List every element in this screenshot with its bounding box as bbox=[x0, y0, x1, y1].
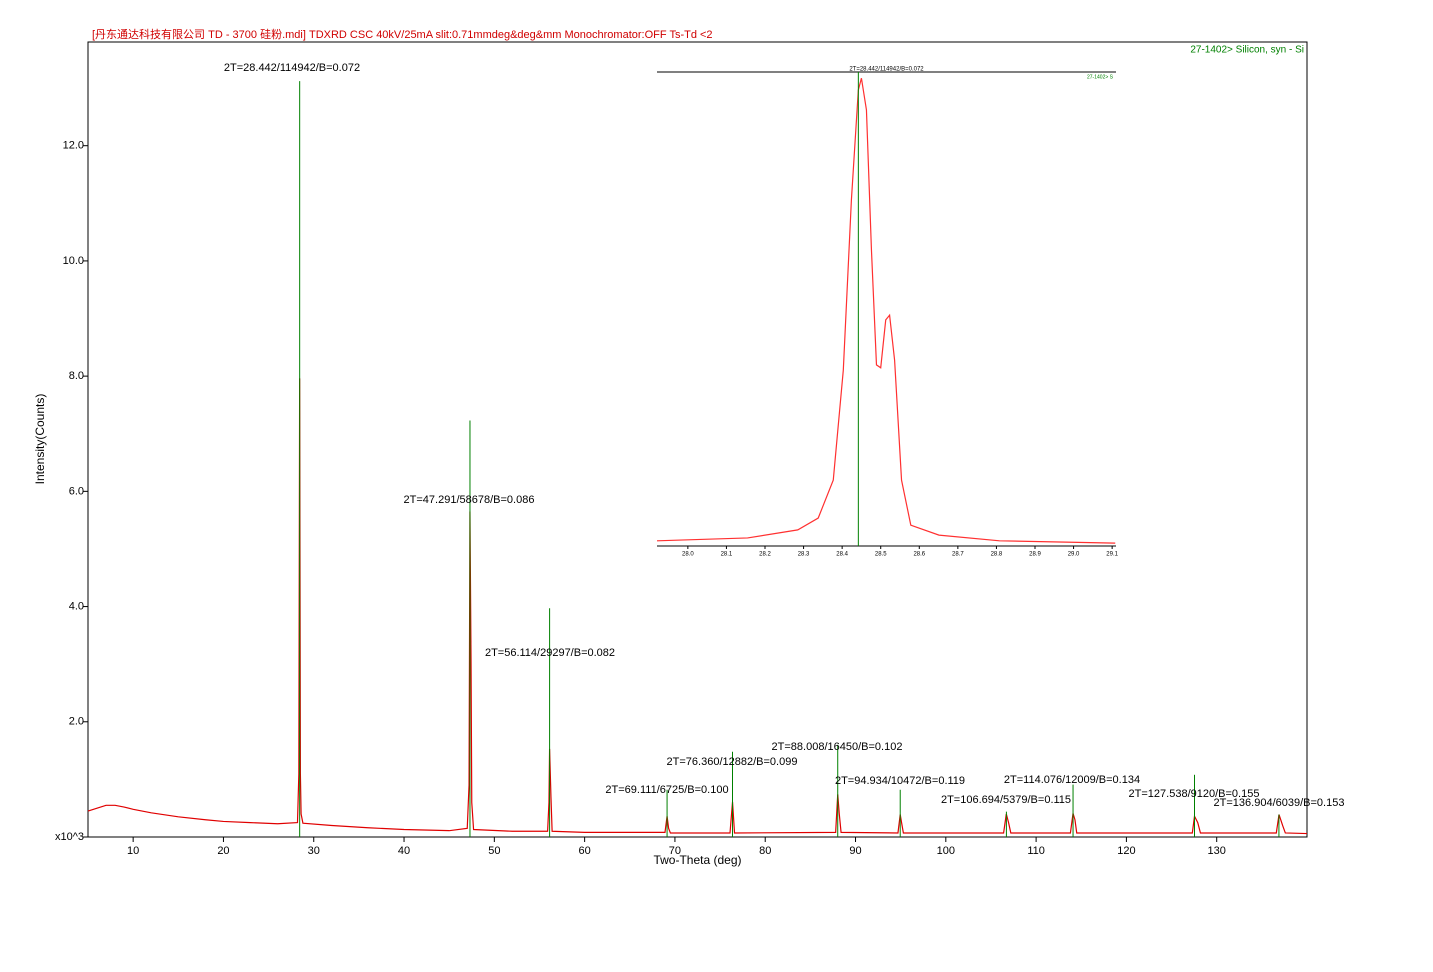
x-tick-label: 29.0 bbox=[1068, 552, 1080, 558]
y-tick-label: x10^3 bbox=[55, 831, 84, 843]
x-tick-label: 28.8 bbox=[991, 552, 1003, 558]
x-tick-label: 28.6 bbox=[913, 552, 925, 558]
diffraction-line bbox=[656, 78, 1116, 544]
peak-label: 2T=76.360/12882/B=0.099 bbox=[667, 756, 798, 768]
y-axis-label: Intensity(Counts) bbox=[33, 394, 47, 485]
x-tick-label: 28.3 bbox=[798, 552, 810, 558]
x-tick-label: 29.1 bbox=[1106, 552, 1118, 558]
x-tick-label: 130 bbox=[1208, 845, 1226, 857]
main-plot: 10 20 30 40 50 60 70 80 90 100 110 120 130 x10^3 2.0 4.… bbox=[33, 27, 1344, 867]
x-tick-label: 28.0 bbox=[682, 552, 694, 558]
x-tick-label: 120 bbox=[1117, 845, 1135, 857]
legend-entry: 27-1402> S bbox=[1087, 74, 1114, 80]
x-tick-label: 10 bbox=[127, 845, 139, 857]
x-tick-label: 27.9 bbox=[643, 552, 655, 558]
x-tick-label: 20 bbox=[217, 845, 229, 857]
chart-title: [丹东通达科技有限公司 TD - 3700 硅粉.mdi] TDXRD CSC … bbox=[92, 27, 713, 41]
y-tick-label: 6.0 bbox=[69, 485, 84, 497]
y-tick-label: 8.0 bbox=[69, 370, 84, 382]
x-tick-label: 28.7 bbox=[952, 552, 964, 558]
x-tick-label: 28.5 bbox=[875, 552, 887, 558]
legend-entry: 27-1402> Silicon, syn - Si bbox=[1190, 45, 1304, 56]
y-tick-label: 2.0 bbox=[69, 716, 84, 728]
x-tick-label: 70 bbox=[669, 845, 681, 857]
peak-label: 2T=136.904/6039/B=0.153 bbox=[1214, 797, 1345, 809]
peak-label: 2T=127.538/9120/B=0.155 bbox=[1129, 788, 1260, 800]
x-tick-label: 28.2 bbox=[759, 552, 771, 558]
x-tick-label: 100 bbox=[937, 845, 955, 857]
x-tick-label: 40 bbox=[398, 845, 410, 857]
inset-title: 2T=28.442/114942/B=0.072 bbox=[849, 67, 924, 73]
x-tick-label: 90 bbox=[849, 845, 861, 857]
inset-plot: 27.9 28.0 28.1 28.2 28.3 28.4 28.5 28.6 28.7 28.8… bbox=[643, 67, 1118, 558]
x-tick-label: 60 bbox=[579, 845, 591, 857]
peak-label: 2T=47.291/58678/B=0.086 bbox=[404, 494, 535, 506]
x-tick-label: 28.1 bbox=[721, 552, 733, 558]
peak-label: 2T=106.694/5379/B=0.115 bbox=[941, 794, 1071, 806]
peak-label: 2T=88.008/16450/B=0.102 bbox=[772, 741, 903, 753]
x-tick-label: 28.9 bbox=[1029, 552, 1041, 558]
x-tick-label: 30 bbox=[308, 845, 320, 857]
y-tick-label: 10.0 bbox=[63, 255, 84, 267]
peak-label: 2T=28.442/114942/B=0.072 bbox=[224, 62, 360, 74]
x-tick-label: 80 bbox=[759, 845, 771, 857]
y-tick-label: 4.0 bbox=[69, 600, 84, 612]
peak-label: 2T=114.076/12009/B=0.134 bbox=[1004, 774, 1140, 786]
x-tick-label: 50 bbox=[488, 845, 500, 857]
x-axis-label: Two-Theta (deg) bbox=[653, 853, 741, 867]
plot-frame bbox=[87, 41, 1308, 838]
y-tick-label: 12.0 bbox=[63, 140, 84, 152]
x-tick-label: 28.4 bbox=[836, 552, 848, 558]
x-tick-label: 110 bbox=[1027, 845, 1045, 857]
peak-label: 2T=69.111/6725/B=0.100 bbox=[605, 784, 728, 796]
peak-label: 2T=94.934/10472/B=0.119 bbox=[835, 775, 965, 787]
peak-label: 2T=56.114/29297/B=0.082 bbox=[485, 647, 615, 659]
